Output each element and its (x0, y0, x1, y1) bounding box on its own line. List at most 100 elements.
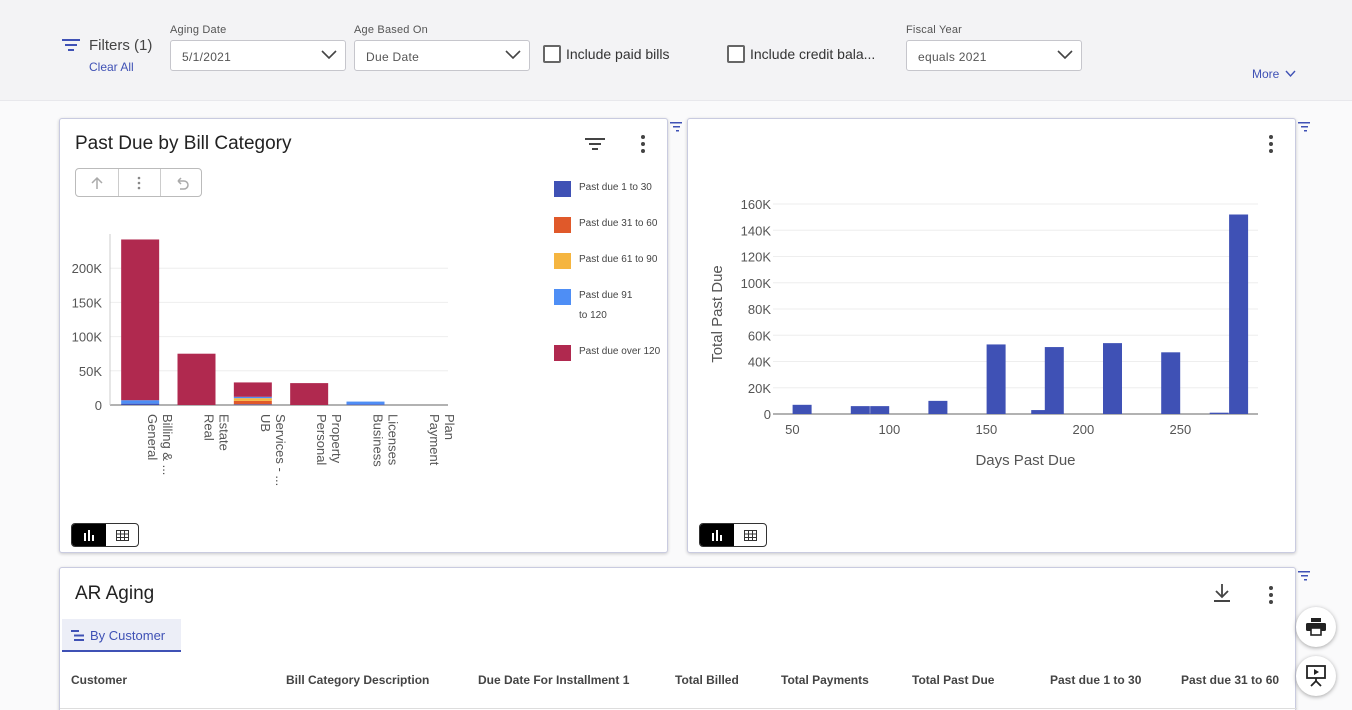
more-vert-icon[interactable] (641, 135, 645, 156)
column-header-bill-category[interactable]: Bill Category Description (286, 673, 430, 687)
table-view-button[interactable] (106, 524, 138, 546)
y-tick-label: 100K (741, 276, 772, 291)
bar-segment (233, 396, 272, 399)
fiscal-year-value: equals 2021 (918, 50, 987, 64)
x-tick-label: Plan (442, 414, 457, 440)
clear-all-link[interactable]: Clear All (89, 60, 134, 74)
tab-by-customer[interactable]: By Customer (62, 619, 181, 652)
x-tick-label-group: Personal Property (314, 414, 344, 465)
card-filter-indicator-icon[interactable] (1298, 121, 1312, 133)
column-header-past-due-1-30[interactable]: Past due 1 to 30 (1050, 673, 1142, 687)
past-due-by-bill-category-card: Past Due by Bill Category 0 50K 100K 150K 20… (59, 118, 668, 553)
undo-icon[interactable] (174, 176, 190, 190)
card-filter-indicator-icon[interactable] (1298, 570, 1312, 582)
y-tick-label: 60K (748, 328, 771, 343)
bar (1209, 412, 1229, 414)
bar (1103, 343, 1122, 414)
legend-label[interactable]: Past due 61 to 90 (579, 254, 658, 265)
x-tick-label-group: Business Licenses (371, 414, 401, 467)
chart-view-button[interactable] (700, 524, 734, 546)
y-tick-label: 100K (72, 330, 103, 345)
x-tick-label-group: Payment Plan (427, 414, 457, 466)
legend-swatch[interactable] (554, 253, 571, 269)
bar (1031, 410, 1051, 414)
legend-label[interactable]: Past due 31 to 60 (579, 218, 658, 229)
column-header-total-past-due[interactable]: Total Past Due (912, 673, 995, 687)
column-header-total-payments[interactable]: Total Payments (781, 673, 869, 687)
y-tick-label: 150K (72, 295, 103, 310)
x-tick-label: UB (258, 414, 273, 432)
card-filter-indicator-icon[interactable] (670, 121, 684, 133)
chart-view-button[interactable] (72, 524, 106, 546)
tab-label: By Customer (90, 628, 166, 643)
x-tick-label: 250 (1170, 422, 1192, 437)
legend-label[interactable]: Past due 91 to 120 (579, 290, 633, 321)
y-axis-label: Total Past Due (709, 265, 726, 363)
y-tick-label: 140K (741, 223, 772, 238)
include-credit-label[interactable]: Include credit bala... (750, 46, 876, 62)
table-icon (116, 530, 129, 541)
bar (986, 344, 1006, 414)
filter-lines-icon[interactable] (585, 137, 605, 151)
filters-label[interactable]: Filters (1) (89, 37, 153, 54)
x-tick-label-group: UB Services - ... (258, 414, 288, 486)
x-tick-label: Services - ... (273, 414, 288, 486)
filter-lines-icon[interactable] (62, 38, 80, 52)
more-vert-icon[interactable] (1269, 586, 1273, 607)
view-toggle (699, 523, 767, 547)
bar (870, 406, 890, 414)
y-tick-label: 40K (748, 355, 771, 370)
legend-swatch[interactable] (554, 289, 571, 305)
legend-label[interactable]: Past due over 120 (579, 346, 661, 357)
include-credit-checkbox[interactable] (727, 45, 745, 63)
legend-label[interactable]: Past due 1 to 30 (579, 182, 652, 193)
legend-swatch[interactable] (554, 217, 571, 233)
table-divider (60, 708, 1297, 709)
more-filters-button[interactable]: More (1252, 67, 1296, 81)
bar-segment (233, 398, 272, 401)
chart-nav-group (75, 168, 202, 197)
y-tick-label: 0 (764, 407, 771, 422)
y-tick-label: 20K (748, 381, 771, 396)
download-icon[interactable] (1213, 583, 1231, 603)
age-based-on-select[interactable]: Due Date (354, 40, 530, 71)
chevron-down-icon (505, 50, 521, 59)
more-label: More (1252, 67, 1280, 81)
column-header-total-billed[interactable]: Total Billed (675, 673, 739, 687)
x-tick-label: Licenses (386, 414, 401, 466)
column-header-customer[interactable]: Customer (71, 673, 128, 687)
print-button[interactable] (1296, 607, 1336, 647)
x-tick-label: Billing & ... (160, 414, 175, 475)
presentation-icon (1306, 665, 1326, 687)
present-button[interactable] (1296, 656, 1336, 696)
fiscal-year-select[interactable]: equals 2021 (906, 40, 1082, 71)
bar-segment (121, 403, 160, 405)
include-paid-bills-label[interactable]: Include paid bills (566, 46, 670, 62)
bar (1161, 352, 1181, 414)
bar (1044, 347, 1064, 414)
legend-swatch[interactable] (554, 181, 571, 197)
x-tick-label: Payment (427, 414, 442, 466)
include-paid-bills-checkbox[interactable] (543, 45, 561, 63)
x-tick-label: Business (371, 414, 386, 467)
table-view-button[interactable] (734, 524, 766, 546)
bar-segment (233, 382, 272, 397)
y-tick-label: 80K (748, 302, 771, 317)
x-tick-label: 50 (785, 422, 799, 437)
bar-segment (121, 400, 160, 404)
more-vert-icon[interactable] (1269, 135, 1273, 156)
y-tick-label: 50K (79, 364, 102, 379)
bar-chart-icon (84, 530, 94, 541)
x-tick-label: Real (202, 414, 217, 441)
column-header-due-date[interactable]: Due Date For Installment 1 (478, 673, 630, 687)
legend-swatch[interactable] (554, 345, 571, 361)
y-tick-label: 120K (741, 250, 772, 265)
drill-dots-icon[interactable] (134, 176, 144, 190)
age-based-on-label: Age Based On (354, 24, 428, 36)
view-toggle (71, 523, 139, 547)
bill-category-chart: 0 50K 100K 150K 200K General Billing & ... Real… (72, 234, 457, 486)
aging-date-select[interactable]: 5/1/2021 (170, 40, 346, 71)
column-header-past-due-31-60[interactable]: Past due 31 to 60 (1181, 673, 1280, 687)
y-tick-label: 200K (72, 261, 103, 276)
arrow-up-icon[interactable] (90, 176, 104, 190)
